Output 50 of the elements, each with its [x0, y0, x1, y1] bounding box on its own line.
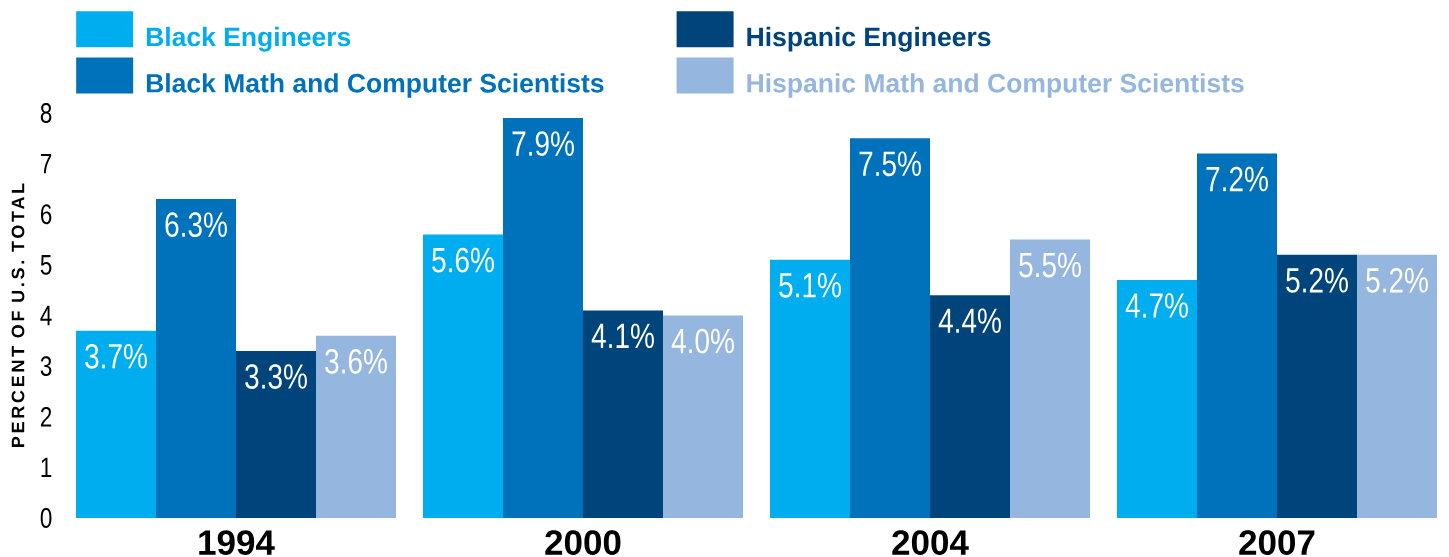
- data-label: 7.2%: [1206, 166, 1268, 192]
- data-label: 3.7%: [85, 343, 147, 369]
- bar: [1117, 280, 1197, 518]
- data-label: 5.6%: [432, 247, 494, 273]
- legend-label: Black Engineers: [146, 26, 351, 52]
- bar: [850, 138, 930, 518]
- y-tick-label: 3: [40, 356, 52, 377]
- bar: [1010, 239, 1090, 518]
- bar: [1277, 254, 1357, 518]
- data-label: 7.5%: [859, 151, 921, 177]
- x-tick-label: 2000: [545, 530, 621, 555]
- bar: [770, 259, 850, 518]
- x-tick-label: 2007: [1239, 530, 1315, 555]
- legend-label: Hispanic Math and Computer Scientists: [747, 73, 1244, 98]
- data-label: 5.2%: [1366, 267, 1428, 293]
- data-label: 4.4%: [938, 308, 1001, 333]
- data-label: 4.7%: [1125, 293, 1188, 318]
- y-tick-label: 1: [41, 457, 52, 478]
- bar: [156, 199, 236, 518]
- data-label: 5.2%: [1286, 267, 1348, 293]
- data-label: 5.1%: [779, 273, 841, 298]
- bar: [583, 310, 663, 518]
- data-label: 3.6%: [325, 348, 387, 374]
- data-label: 6.3%: [165, 212, 227, 238]
- y-tick-label: 7: [41, 153, 52, 174]
- y-tick-label: 4: [40, 305, 52, 326]
- y-tick-label: 2: [40, 406, 52, 427]
- data-label: 3.3%: [245, 364, 307, 389]
- data-label: 5.5%: [1019, 252, 1081, 278]
- bar: [930, 295, 1010, 518]
- bar: [316, 335, 396, 518]
- bar: [1197, 153, 1277, 518]
- data-label: 7.9%: [512, 131, 574, 157]
- legend-label: Hispanic Engineers: [747, 26, 991, 52]
- data-label: 4.0%: [671, 328, 734, 354]
- y-axis-title: PERCENT OF U.S. TOTAL: [11, 183, 25, 447]
- y-tick-label: 5: [40, 255, 52, 275]
- bar: [1357, 254, 1437, 518]
- bar: [423, 234, 503, 518]
- x-tick-label: 1994: [199, 530, 275, 555]
- bar: [76, 330, 156, 518]
- legend-label: Black Math and Computer Scientists: [146, 73, 604, 98]
- x-tick-label: 2004: [892, 530, 969, 555]
- bar: [503, 118, 583, 518]
- data-label: 4.1%: [591, 323, 654, 349]
- bar: [663, 315, 743, 518]
- y-tick-label: 6: [40, 204, 52, 225]
- y-tick-label: 0: [40, 508, 52, 528]
- bar: [236, 350, 316, 518]
- y-tick-label: 8: [40, 103, 52, 123]
